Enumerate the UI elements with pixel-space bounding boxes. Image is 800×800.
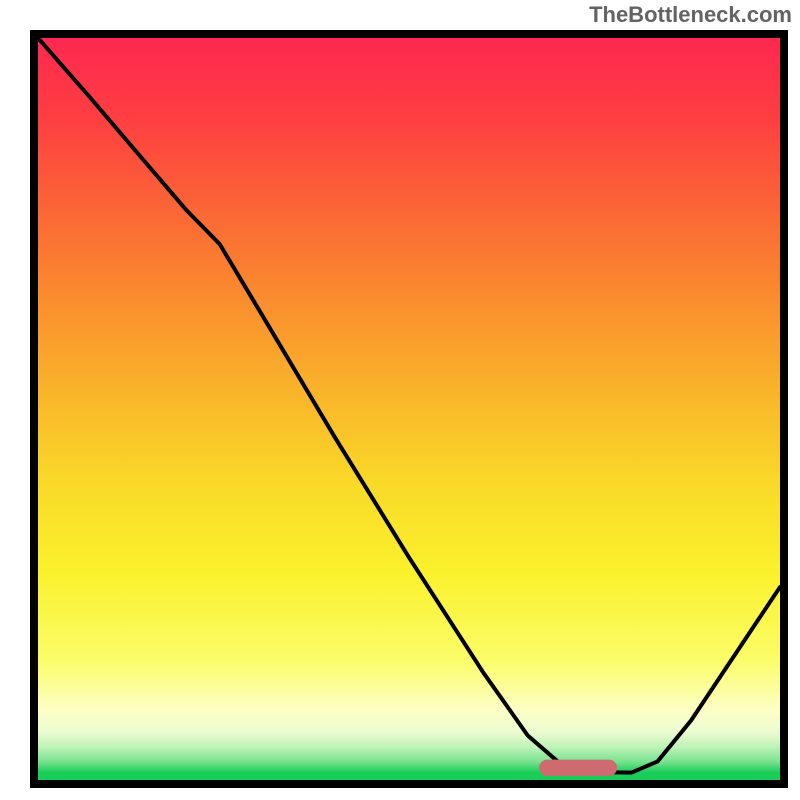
watermark-text: TheBottleneck.com: [589, 2, 792, 28]
plot-area: [30, 30, 788, 788]
plot-inner: [38, 38, 780, 780]
chart-container: TheBottleneck.com: [0, 0, 800, 800]
curve-svg: [38, 38, 780, 780]
curve-path: [38, 38, 780, 773]
